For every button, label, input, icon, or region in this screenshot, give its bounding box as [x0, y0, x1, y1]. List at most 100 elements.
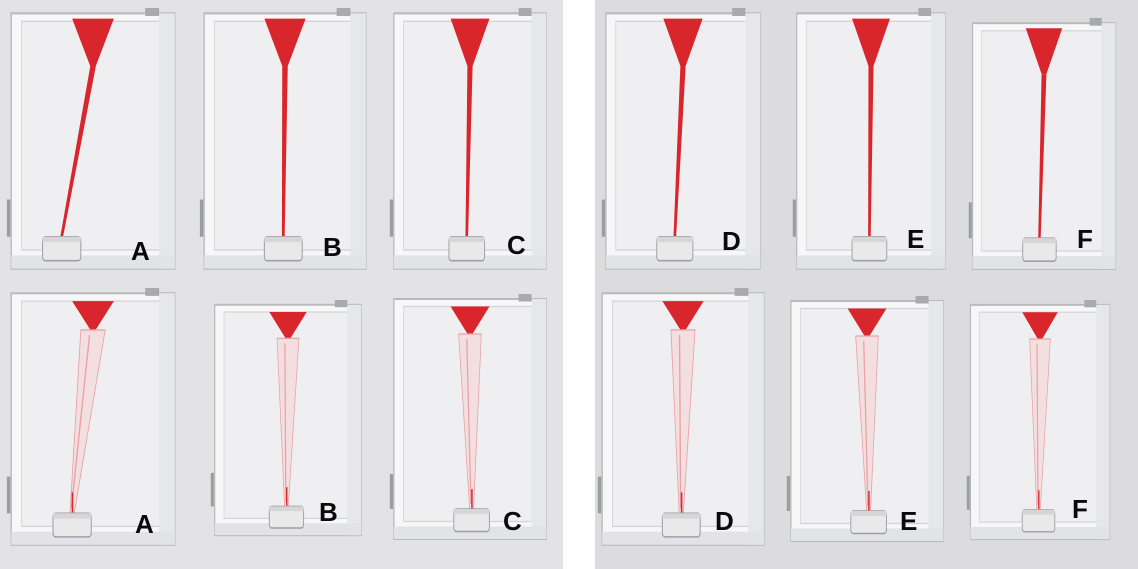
block-base-strip [393, 255, 547, 269]
panel-top-a [6, 8, 180, 274]
panel-bottom-d [597, 288, 769, 550]
mount-clip [145, 8, 160, 16]
dye-funnel [72, 18, 114, 67]
dye-channel [60, 66, 96, 237]
dye-funnel [663, 18, 703, 67]
outlet-boss-top [850, 511, 887, 516]
block-base-strip [790, 528, 944, 541]
mount-clip [1089, 18, 1102, 26]
block-side-edge [1096, 304, 1110, 540]
mount-clip [732, 8, 746, 16]
block-base-strip [602, 531, 764, 545]
block-base-strip [972, 256, 1116, 269]
panel-bottom-f [966, 300, 1114, 544]
panel-bottom-c [389, 294, 551, 544]
dye-residue [70, 334, 91, 509]
outlet-boss-top [1022, 509, 1055, 515]
side-bracket [966, 475, 970, 510]
outlet-boss-top [52, 513, 92, 519]
dye-funnel [450, 306, 490, 334]
side-bracket [210, 472, 214, 507]
block-with-channel [968, 18, 1117, 270]
mount-clip [518, 8, 532, 16]
dye-funnel [847, 308, 887, 336]
outlet-boss-top [269, 506, 304, 512]
dye-funnel [450, 18, 490, 67]
block-base-strip [11, 255, 175, 269]
outlet-boss-top [448, 236, 485, 243]
dye-funnel [264, 18, 306, 67]
block-base-strip [970, 526, 1110, 540]
outlet-boss-top [453, 509, 490, 514]
side-bracket [968, 202, 972, 239]
outlet-boss-top [1022, 238, 1057, 244]
dye-residue [1036, 343, 1039, 505]
block-side-edge [1101, 23, 1116, 269]
side-bracket [597, 476, 602, 514]
dye-channel [465, 66, 473, 237]
block-with-channel [6, 288, 176, 546]
panel-top-d [601, 8, 765, 274]
dye-residue [284, 343, 287, 502]
outlet-boss-top [42, 236, 81, 243]
block-with-channel [597, 288, 765, 546]
mount-clip [918, 8, 932, 16]
panel-top-c [389, 8, 551, 274]
dye-funnel [72, 301, 114, 330]
block-with-channel [966, 300, 1111, 541]
block-with-channel [389, 294, 547, 540]
block-with-channel [786, 296, 944, 542]
side-bracket [601, 199, 606, 237]
dye-channel [1038, 74, 1047, 239]
block-base-strip [605, 255, 761, 269]
dye-residue [678, 335, 682, 509]
block-with-channel [199, 8, 367, 270]
block-with-channel [389, 8, 547, 270]
side-bracket [6, 476, 11, 514]
side-bracket [389, 474, 394, 509]
block-base-strip [204, 255, 366, 269]
panel-top-b [199, 8, 371, 274]
outlet-boss-top [656, 236, 693, 243]
dye-funnel [852, 18, 890, 67]
panel-bottom-e [786, 296, 948, 546]
block-with-channel [210, 300, 362, 537]
side-bracket [389, 199, 394, 237]
mount-clip [334, 300, 348, 308]
dye-channel [281, 66, 288, 237]
dye-residue [466, 338, 472, 505]
block-base-strip [214, 523, 362, 536]
panel-top-f [968, 18, 1120, 274]
outlet-boss-top [662, 513, 701, 519]
block-with-channel [6, 8, 176, 270]
side-bracket [792, 199, 796, 237]
block-side-edge [159, 13, 175, 269]
dye-funnel [269, 312, 307, 339]
block-side-edge [347, 304, 362, 536]
dye-funnel [1022, 312, 1058, 340]
dye-residue [863, 340, 869, 507]
mount-clip [336, 8, 351, 16]
mount-clip [145, 288, 160, 296]
block-with-channel [792, 8, 946, 270]
mount-clip [734, 288, 749, 296]
block-side-edge [531, 299, 547, 539]
mount-clip [915, 296, 929, 304]
block-side-edge [928, 301, 944, 541]
panel-bottom-b [210, 300, 366, 540]
mount-clip [518, 294, 532, 302]
block-side-edge [745, 13, 761, 269]
panel-bottom-a [6, 288, 180, 550]
side-bracket [786, 476, 791, 511]
side-bracket [6, 199, 11, 237]
dye-channel [673, 66, 686, 237]
group-divider [563, 0, 595, 569]
block-with-channel [601, 8, 761, 270]
outlet-boss-top [852, 236, 887, 243]
block-side-edge [350, 13, 366, 269]
block-side-edge [748, 293, 764, 545]
block-base-strip [11, 531, 175, 545]
dye-funnel [1025, 28, 1063, 75]
panel-top-e [792, 8, 950, 274]
dye-funnel [662, 301, 704, 330]
